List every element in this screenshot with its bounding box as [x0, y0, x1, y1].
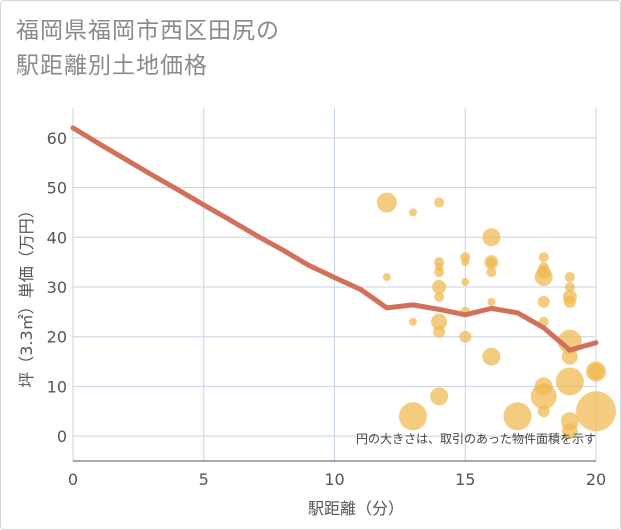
x-tick-label: 20: [586, 470, 606, 489]
axis-tick-labels: 0 5 10 15 20 0 10 20 30 40 50 60: [47, 129, 607, 489]
y-tick-label: 0: [57, 427, 67, 446]
transaction-bubble: [561, 348, 578, 365]
transaction-bubbles: [376, 192, 616, 440]
transaction-bubble: [538, 252, 549, 263]
transaction-bubble: [398, 402, 427, 431]
transaction-bubble: [534, 268, 553, 287]
transaction-bubble: [576, 391, 616, 432]
transaction-bubble: [408, 208, 417, 217]
transaction-bubble: [561, 423, 578, 440]
y-tick-label: 60: [47, 129, 67, 148]
transaction-bubble: [487, 297, 496, 306]
transaction-bubble: [434, 291, 445, 302]
transaction-bubble: [588, 363, 604, 380]
transaction-bubble: [503, 402, 532, 431]
chart-title-line2: 駅距離別土地価格: [16, 53, 208, 79]
transaction-bubble: [431, 313, 448, 330]
x-tick-label: 15: [455, 470, 475, 489]
transaction-bubble: [434, 197, 445, 208]
transaction-bubble: [563, 295, 576, 308]
y-tick-label: 40: [47, 228, 67, 247]
transaction-bubble: [461, 278, 470, 287]
transaction-bubble: [430, 387, 449, 406]
y-tick-label: 50: [47, 179, 67, 198]
y-tick-label: 30: [47, 278, 67, 297]
y-tick-label: 10: [47, 377, 67, 396]
transaction-bubble: [408, 317, 417, 326]
x-tick-label: 0: [68, 470, 78, 489]
average-price-line: [70, 125, 599, 353]
transaction-bubble: [376, 192, 397, 213]
transaction-bubble: [434, 267, 445, 278]
y-tick-label: 20: [47, 328, 67, 347]
transaction-bubble: [537, 295, 550, 308]
chart-title-line1: 福岡県福岡市西区田尻の: [16, 18, 280, 44]
transaction-bubble: [432, 279, 447, 294]
transaction-bubble: [486, 267, 497, 278]
transaction-bubble: [482, 228, 501, 247]
y-axis-title: 坪（3.3㎡）単価（万円）: [17, 202, 36, 387]
transaction-bubble: [530, 383, 557, 410]
transaction-bubble: [433, 325, 446, 338]
transaction-bubble: [564, 272, 575, 283]
transaction-bubble: [482, 347, 501, 366]
transaction-bubble: [537, 405, 550, 418]
transaction-bubble: [564, 281, 575, 292]
transaction-bubble: [555, 367, 584, 396]
x-axis-title: 駅距離（分）: [308, 499, 404, 518]
x-tick-label: 5: [199, 470, 209, 489]
bubble-size-note: 円の大きさは、取引のあった物件面積を示す: [356, 431, 596, 446]
average-price-series-line: [70, 125, 599, 353]
transaction-bubble: [461, 258, 470, 267]
transaction-bubble: [382, 273, 391, 282]
x-tick-label: 10: [324, 470, 344, 489]
transaction-bubble: [459, 330, 472, 343]
transaction-bubble: [486, 257, 497, 268]
chart-title: 福岡県福岡市西区田尻の 駅距離別土地価格: [16, 14, 280, 84]
